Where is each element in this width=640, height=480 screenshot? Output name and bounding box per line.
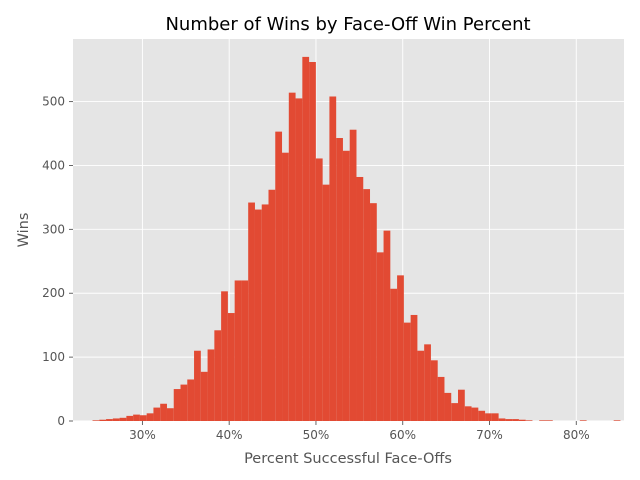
histogram-bar	[254, 209, 262, 421]
histogram-bar	[207, 349, 215, 421]
histogram-bars	[92, 56, 621, 422]
histogram-bar	[613, 420, 621, 421]
histogram-bar	[194, 350, 201, 421]
histogram-bar	[417, 350, 425, 421]
y-axis-ticks: 0 100 200 300 400 500	[42, 95, 73, 428]
x-tick-label: 50%	[303, 428, 330, 442]
histogram-bar	[437, 376, 445, 421]
histogram-bar	[200, 371, 208, 421]
histogram-bar	[512, 419, 519, 421]
histogram-bar	[268, 189, 276, 421]
histogram-bar	[403, 322, 411, 421]
histogram-bar	[160, 403, 167, 421]
y-tick-label: 100	[42, 350, 65, 364]
histogram-bar	[491, 413, 499, 421]
histogram-bar	[315, 158, 323, 422]
histogram-bar	[383, 230, 391, 421]
histogram-bar	[309, 61, 316, 422]
histogram-bar	[119, 417, 127, 421]
histogram-bar	[498, 418, 506, 421]
histogram-bar	[166, 408, 174, 421]
histogram-bar	[139, 415, 147, 421]
histogram-bar	[214, 330, 222, 421]
histogram-bar	[112, 418, 120, 421]
histogram-bar	[410, 314, 418, 421]
histogram-bar	[288, 92, 296, 421]
histogram-bar	[248, 202, 255, 421]
histogram-bar	[464, 406, 472, 421]
histogram-bar	[518, 419, 526, 421]
x-tick-label: 70%	[476, 428, 503, 442]
histogram-bar	[505, 419, 513, 421]
histogram-bar	[180, 384, 188, 421]
histogram-bar	[92, 420, 100, 421]
histogram-bar	[424, 344, 431, 421]
histogram-bar	[261, 204, 269, 421]
y-tick-label: 200	[42, 286, 65, 300]
histogram-bar	[336, 138, 343, 422]
histogram-bar	[241, 280, 249, 421]
histogram-bar	[173, 389, 181, 421]
y-tick-label: 500	[42, 95, 65, 109]
histogram-bar	[451, 403, 459, 421]
histogram-bar	[295, 98, 303, 422]
histogram-bar	[234, 280, 242, 421]
x-tick-label: 30%	[129, 428, 156, 442]
histogram-bar	[376, 252, 384, 421]
y-axis-label: Wins	[16, 213, 32, 248]
histogram-bar	[485, 413, 492, 421]
histogram-bar	[282, 152, 289, 421]
histogram-bar	[329, 96, 337, 421]
histogram-bar	[146, 413, 154, 421]
x-axis-ticks: 30% 40% 50% 60% 70% 80%	[129, 421, 590, 442]
histogram-bar	[153, 407, 161, 421]
histogram-bar	[187, 379, 195, 421]
histogram-bar	[356, 176, 364, 421]
histogram-bar	[349, 129, 357, 421]
histogram-bar	[99, 419, 107, 421]
histogram-bar	[525, 420, 533, 421]
x-tick-label: 40%	[216, 428, 243, 442]
y-tick-label: 0	[57, 414, 65, 428]
histogram-bar	[221, 291, 228, 421]
histogram-bar	[397, 275, 404, 421]
histogram-bar	[227, 313, 235, 421]
histogram-bar	[478, 410, 486, 421]
histogram-bar	[106, 419, 113, 421]
y-tick-label: 400	[42, 158, 65, 172]
histogram-bar	[302, 56, 310, 421]
x-axis-label: Percent Successful Face-Offs	[244, 451, 452, 467]
chart-title: Number of Wins by Face-Off Win Percent	[165, 14, 530, 35]
histogram-bar	[342, 150, 350, 421]
histogram-bar	[545, 420, 553, 421]
histogram-bar	[579, 420, 587, 421]
x-tick-label: 80%	[563, 428, 590, 442]
histogram-bar	[363, 189, 371, 421]
x-tick-label: 60%	[389, 428, 416, 442]
histogram-bar	[133, 414, 140, 421]
histogram-bar	[275, 131, 283, 421]
histogram-bar	[458, 389, 465, 421]
histogram-bar	[370, 203, 377, 421]
histogram-bar	[430, 360, 438, 421]
y-tick-label: 300	[42, 222, 65, 236]
histogram-bar	[322, 184, 330, 421]
histogram-bar	[390, 288, 398, 421]
histogram-bar	[126, 415, 134, 421]
histogram-bar	[444, 392, 452, 421]
histogram-bar	[539, 420, 546, 421]
histogram-bar	[471, 407, 479, 421]
